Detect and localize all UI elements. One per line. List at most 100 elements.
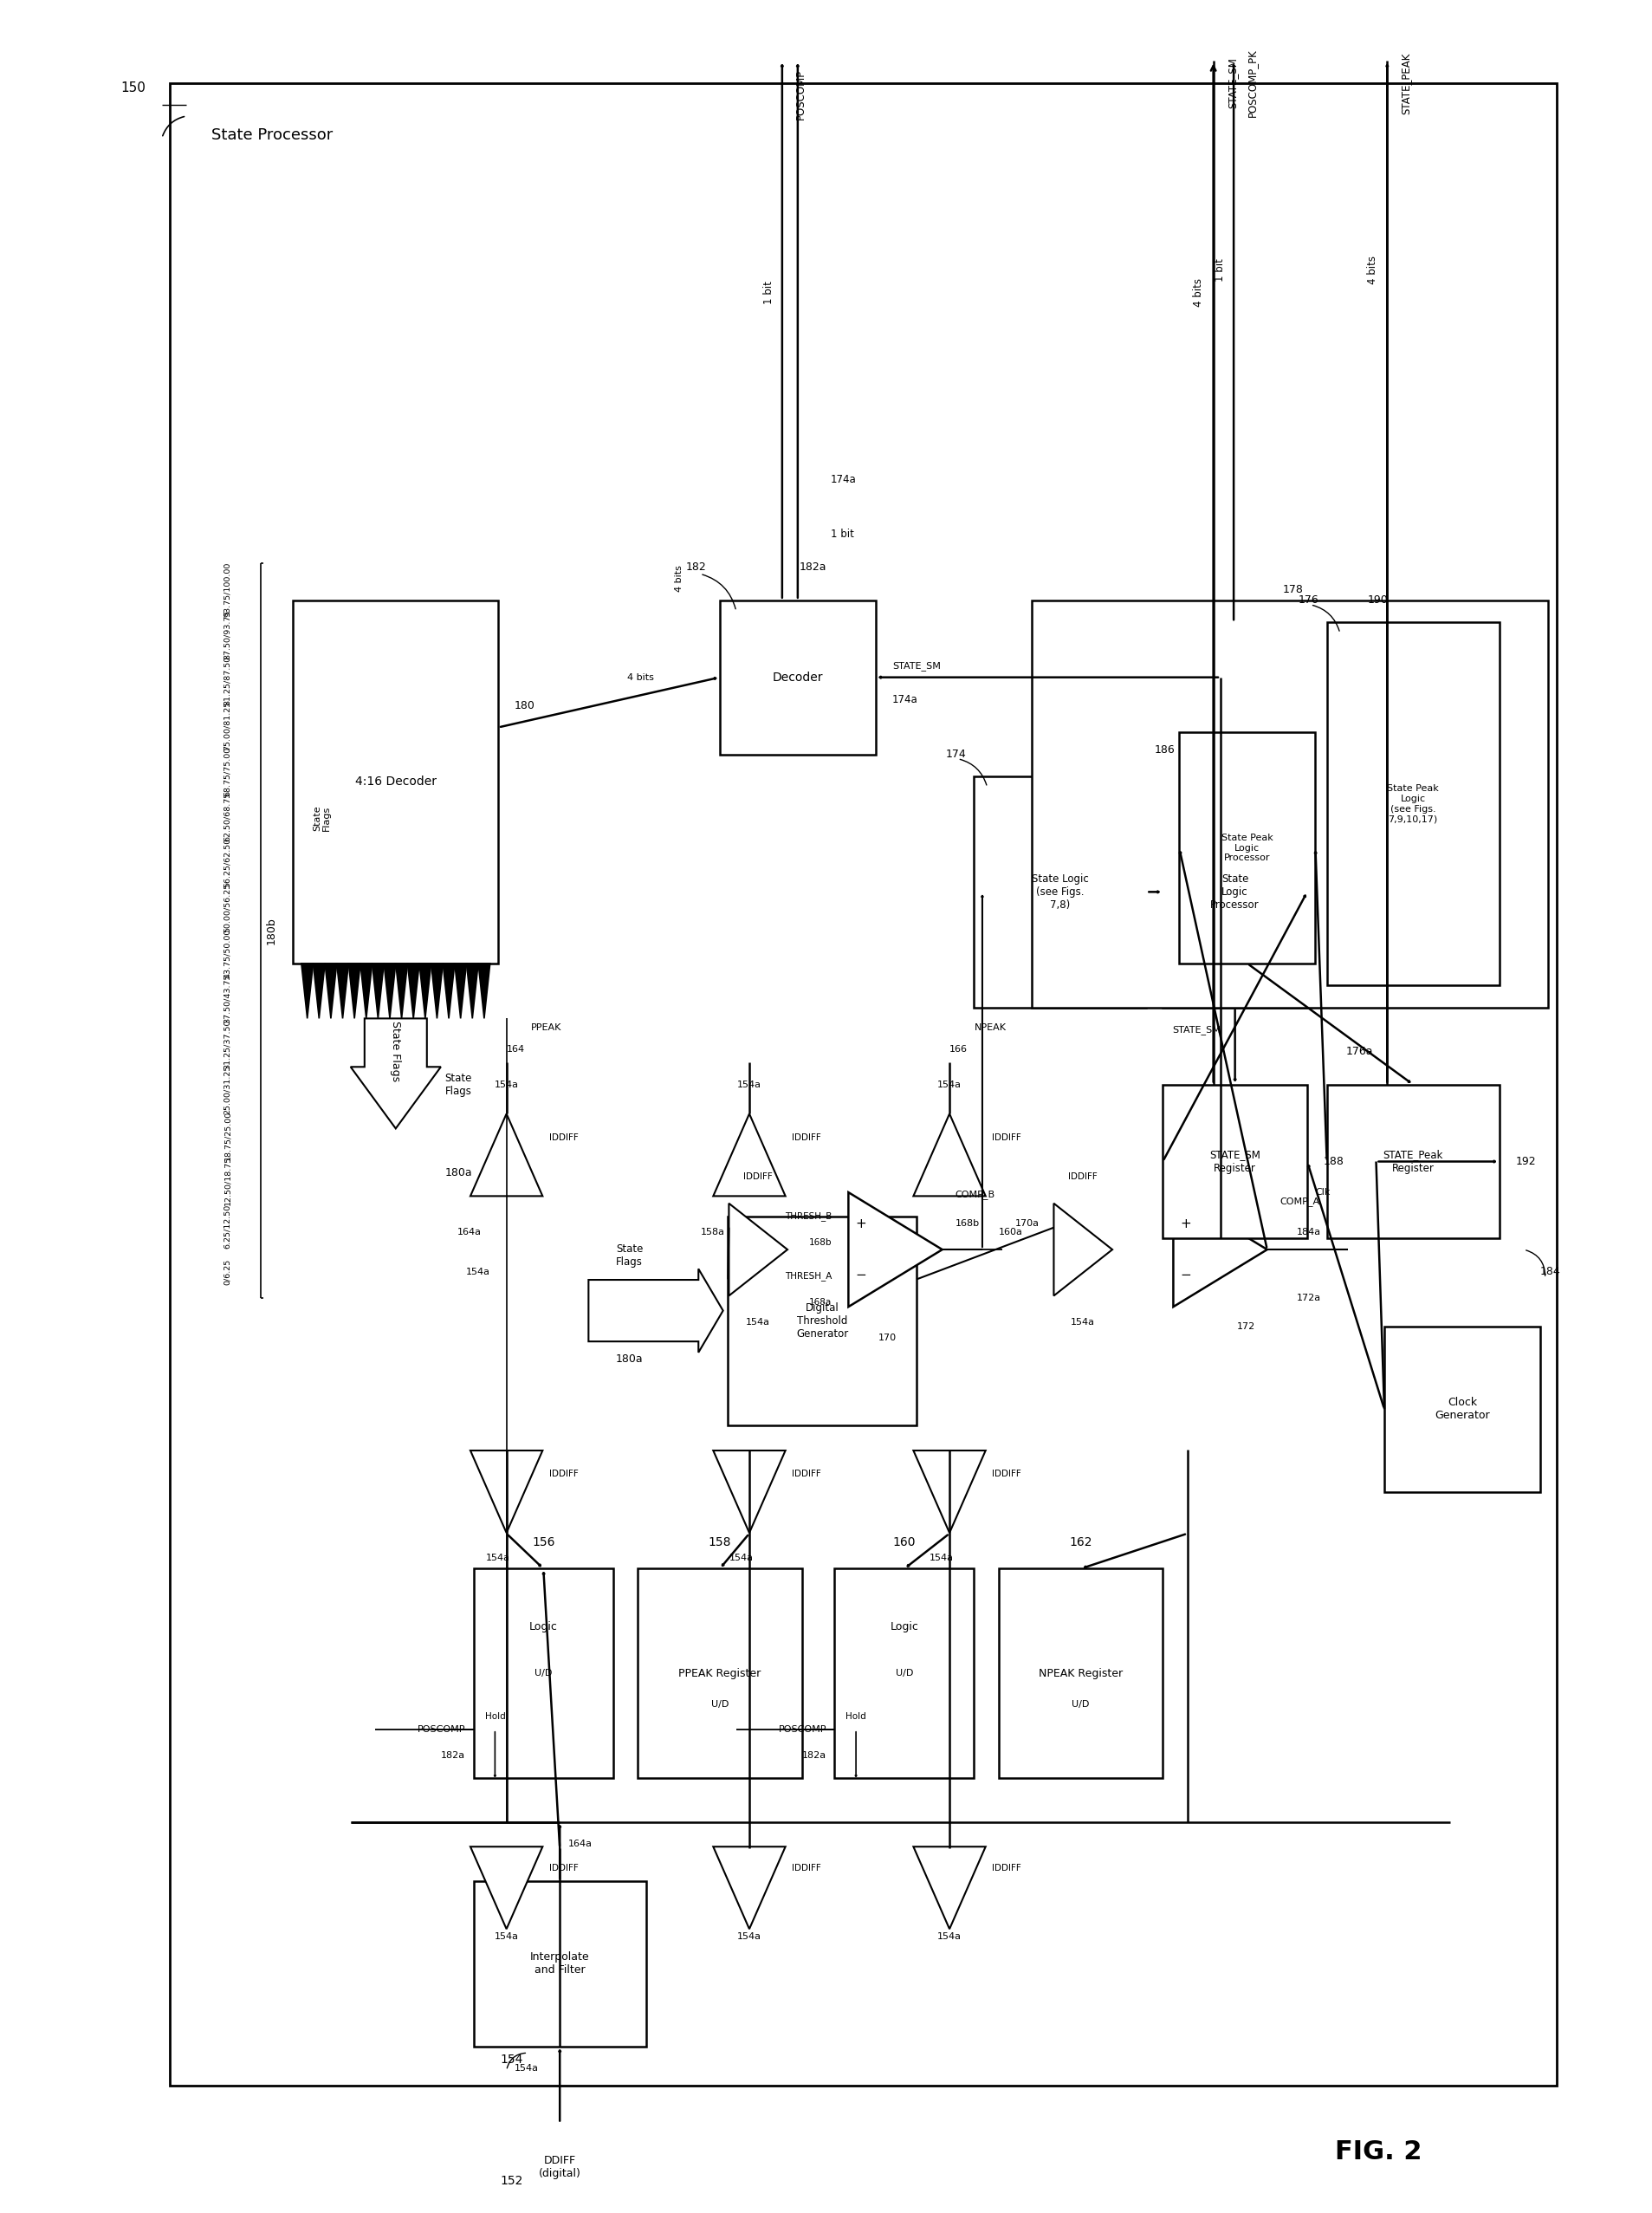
Text: 154a: 154a bbox=[466, 1268, 489, 1277]
Text: 156: 156 bbox=[532, 1536, 555, 1549]
Text: −: − bbox=[856, 1268, 866, 1281]
Polygon shape bbox=[383, 963, 395, 1018]
Polygon shape bbox=[847, 1193, 942, 1308]
Polygon shape bbox=[454, 963, 466, 1018]
Polygon shape bbox=[337, 963, 349, 1018]
Text: State
Logic
Processor: State Logic Processor bbox=[1209, 874, 1259, 910]
Text: 1 bit: 1 bit bbox=[829, 529, 854, 540]
Polygon shape bbox=[325, 963, 337, 1018]
Text: 182a: 182a bbox=[441, 1750, 466, 1759]
Polygon shape bbox=[443, 963, 454, 1018]
Text: 184a: 184a bbox=[1297, 1228, 1320, 1237]
Text: Logic: Logic bbox=[890, 1622, 919, 1633]
Text: Logic: Logic bbox=[529, 1622, 557, 1633]
Text: 154a: 154a bbox=[494, 1932, 519, 1941]
Text: STATE_SM: STATE_SM bbox=[1226, 58, 1237, 108]
Text: 182a: 182a bbox=[800, 562, 826, 573]
Text: 164a: 164a bbox=[568, 1839, 591, 1848]
Text: COMP_B: COMP_B bbox=[955, 1191, 995, 1199]
Text: 180: 180 bbox=[514, 699, 535, 710]
Text: 154a: 154a bbox=[494, 1080, 519, 1089]
Text: 150: 150 bbox=[121, 82, 145, 95]
Text: 182a: 182a bbox=[801, 1750, 826, 1759]
Text: 174a: 174a bbox=[829, 474, 856, 485]
Text: 6.25/12.50: 6.25/12.50 bbox=[223, 1204, 231, 1248]
Text: 4 bits: 4 bits bbox=[1366, 257, 1378, 285]
Polygon shape bbox=[431, 963, 443, 1018]
Bar bbox=[1163, 777, 1307, 1007]
Text: 1 bit: 1 bit bbox=[1214, 259, 1226, 281]
Text: State
Flags: State Flags bbox=[444, 1073, 472, 1098]
Text: 56.25/62.50: 56.25/62.50 bbox=[223, 837, 231, 887]
Text: IDDIFF: IDDIFF bbox=[1067, 1173, 1097, 1182]
Bar bbox=[1163, 1084, 1307, 1239]
Text: 168b: 168b bbox=[808, 1239, 831, 1248]
Text: 154a: 154a bbox=[729, 1554, 753, 1562]
Text: NPEAK Register: NPEAK Register bbox=[1037, 1669, 1122, 1680]
Text: 4 bits: 4 bits bbox=[628, 673, 654, 682]
Text: 170: 170 bbox=[877, 1332, 895, 1341]
Text: IDDIFF: IDDIFF bbox=[991, 1133, 1021, 1142]
Text: State Peak
Logic
Processor: State Peak Logic Processor bbox=[1221, 834, 1272, 863]
Text: 154a: 154a bbox=[928, 1554, 953, 1562]
Text: 160a: 160a bbox=[998, 1228, 1023, 1237]
Text: POSCOMP: POSCOMP bbox=[795, 69, 806, 120]
Text: 182: 182 bbox=[686, 562, 707, 573]
Bar bbox=[1031, 600, 1548, 1007]
Text: 4 bits: 4 bits bbox=[674, 564, 682, 591]
Text: STATE_Peak
Register: STATE_Peak Register bbox=[1383, 1149, 1442, 1173]
Polygon shape bbox=[1054, 1204, 1112, 1297]
Bar bbox=[973, 777, 1146, 1007]
Text: THRESH_B: THRESH_B bbox=[785, 1213, 831, 1222]
Text: State
Flags: State Flags bbox=[616, 1244, 643, 1268]
Text: State Logic
(see Figs.
7,8): State Logic (see Figs. 7,8) bbox=[1031, 874, 1089, 910]
Text: 186: 186 bbox=[1155, 744, 1175, 755]
Text: State Peak
Logic
(see Figs.
7,9,10,17): State Peak Logic (see Figs. 7,9,10,17) bbox=[1386, 783, 1439, 823]
Bar bbox=[638, 1569, 801, 1777]
Text: IDDIFF: IDDIFF bbox=[991, 1863, 1021, 1872]
Text: 174: 174 bbox=[945, 748, 965, 759]
Text: 154a: 154a bbox=[737, 1080, 762, 1089]
Polygon shape bbox=[408, 963, 420, 1018]
Text: Hold: Hold bbox=[846, 1713, 866, 1720]
Text: IDDIFF: IDDIFF bbox=[743, 1173, 773, 1182]
Bar bbox=[1178, 733, 1315, 963]
Bar bbox=[1327, 1084, 1498, 1239]
Text: 154a: 154a bbox=[745, 1319, 770, 1326]
Text: 178: 178 bbox=[1282, 584, 1303, 595]
Text: 176: 176 bbox=[1297, 595, 1318, 606]
Text: 68.75/75.00: 68.75/75.00 bbox=[223, 746, 231, 797]
Polygon shape bbox=[395, 963, 408, 1018]
Text: 168a: 168a bbox=[809, 1299, 831, 1306]
Text: STATE_SM: STATE_SM bbox=[892, 662, 940, 671]
Text: State Flags: State Flags bbox=[390, 1020, 401, 1082]
FancyArrow shape bbox=[588, 1268, 722, 1352]
Text: 168b: 168b bbox=[955, 1219, 980, 1228]
Bar bbox=[474, 1881, 646, 2047]
Polygon shape bbox=[420, 963, 431, 1018]
Text: 190: 190 bbox=[1368, 595, 1388, 606]
Polygon shape bbox=[471, 1113, 542, 1195]
Polygon shape bbox=[914, 1113, 985, 1195]
Text: IDDIFF: IDDIFF bbox=[991, 1469, 1021, 1478]
Text: POSCOMP: POSCOMP bbox=[418, 1726, 466, 1733]
Polygon shape bbox=[477, 963, 489, 1018]
Text: NPEAK: NPEAK bbox=[973, 1022, 1006, 1031]
Text: 180b: 180b bbox=[264, 916, 276, 945]
Text: U/D: U/D bbox=[1072, 1700, 1089, 1708]
Polygon shape bbox=[312, 963, 325, 1018]
Text: 31.25/37.50: 31.25/37.50 bbox=[223, 1020, 231, 1069]
Bar bbox=[727, 1217, 917, 1425]
Text: STATE_PEAK: STATE_PEAK bbox=[1399, 53, 1411, 115]
Bar bbox=[170, 84, 1556, 2087]
Text: POSCOMP_PK: POSCOMP_PK bbox=[1246, 49, 1257, 117]
Polygon shape bbox=[714, 1450, 785, 1534]
Text: PPEAK: PPEAK bbox=[530, 1022, 562, 1031]
Text: 62.50/68.75: 62.50/68.75 bbox=[223, 792, 231, 841]
Polygon shape bbox=[349, 963, 360, 1018]
Text: IDDIFF: IDDIFF bbox=[791, 1469, 821, 1478]
Text: 87.50/93.75: 87.50/93.75 bbox=[223, 611, 231, 659]
Text: 180a: 180a bbox=[444, 1166, 472, 1177]
Text: 188: 188 bbox=[1323, 1155, 1343, 1166]
Text: Decoder: Decoder bbox=[771, 671, 823, 684]
